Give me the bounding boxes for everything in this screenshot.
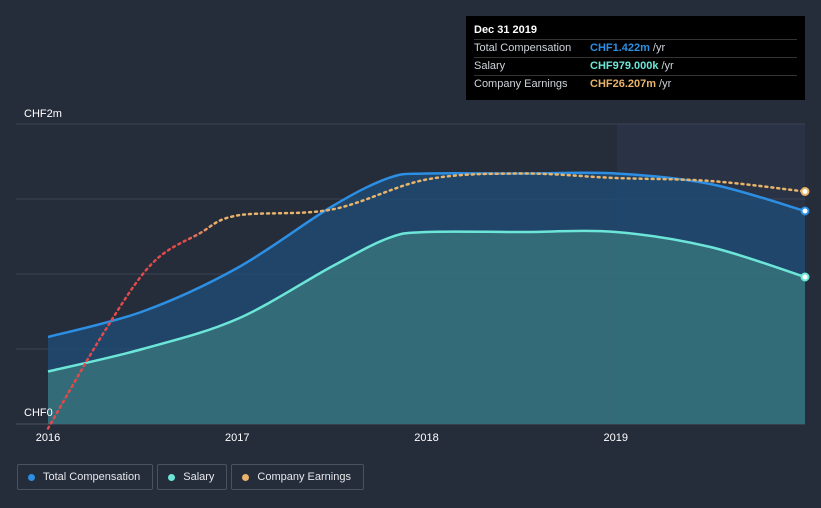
legend-label: Total Compensation <box>43 471 141 483</box>
x-tick-label: 2018 <box>414 432 438 444</box>
tooltip-unit: /yr <box>652 42 666 54</box>
salary-line <box>47 229 806 373</box>
legend-label: Salary <box>183 471 215 483</box>
x-tick-label: 2016 <box>36 432 60 444</box>
salary-end-point <box>800 272 810 282</box>
tooltip: Dec 31 2019 Total Compensation CHF1.422m… <box>466 16 805 100</box>
legend-item-salary[interactable]: Salary <box>157 464 228 490</box>
legend-dot-icon <box>28 473 35 481</box>
y-tick-bottom: CHF0 <box>24 407 53 419</box>
tooltip-value: CHF26.207m <box>590 78 657 90</box>
y-tick-top: CHF2m <box>24 108 62 120</box>
legend-dot-icon <box>242 473 250 481</box>
tooltip-label: Total Compensation <box>474 42 572 54</box>
tooltip-unit: /yr <box>661 60 674 72</box>
tooltip-date: Dec 31 2019 <box>474 22 797 40</box>
total-compensation-end-point <box>800 206 810 216</box>
tooltip-label: Salary <box>474 60 506 72</box>
tooltip-row-salary: Salary CHF979.000k /yr <box>474 58 797 76</box>
company-earnings-end-point <box>800 187 810 196</box>
tooltip-row-total: Total Compensation CHF1.422m /yr <box>474 40 797 58</box>
legend: Total Compensation Salary Company Earnin… <box>17 464 364 490</box>
x-tick-label: 2017 <box>225 432 249 444</box>
tooltip-value: CHF1.422m <box>590 42 650 54</box>
legend-item-total-compensation[interactable]: Total Compensation <box>17 464 154 490</box>
legend-dot-icon <box>168 473 176 481</box>
x-tick-label: 2019 <box>604 432 628 444</box>
tooltip-unit: /yr <box>659 78 672 90</box>
tooltip-label: Company Earnings <box>474 78 568 90</box>
tooltip-value: CHF979.000k <box>590 60 659 72</box>
salary-area <box>48 230 805 424</box>
company-earnings-line <box>46 172 807 430</box>
total-compensation-line <box>47 171 806 339</box>
legend-item-company-earnings[interactable]: Company Earnings <box>231 464 364 490</box>
tooltip-row-earnings: Company Earnings CHF26.207m /yr <box>474 76 797 93</box>
legend-label: Company Earnings <box>257 471 351 483</box>
